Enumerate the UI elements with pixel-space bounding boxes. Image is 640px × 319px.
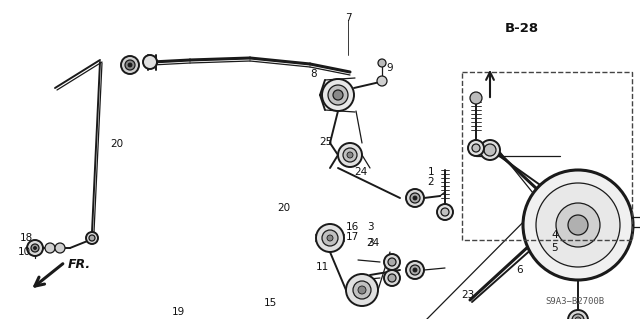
Text: 7: 7 — [345, 13, 351, 23]
Circle shape — [86, 232, 98, 244]
Text: 23: 23 — [461, 290, 475, 300]
Circle shape — [378, 59, 386, 67]
Circle shape — [333, 90, 343, 100]
Circle shape — [150, 60, 154, 64]
Circle shape — [384, 270, 400, 286]
Circle shape — [31, 244, 39, 252]
Circle shape — [45, 243, 55, 253]
Circle shape — [327, 235, 333, 241]
Circle shape — [388, 274, 396, 282]
Text: 3: 3 — [367, 238, 373, 248]
Text: 1: 1 — [428, 167, 435, 177]
Circle shape — [353, 281, 371, 299]
Circle shape — [556, 203, 600, 247]
Text: 19: 19 — [172, 307, 184, 317]
Text: 25: 25 — [319, 137, 333, 147]
Circle shape — [410, 265, 420, 275]
Circle shape — [322, 230, 338, 246]
Circle shape — [406, 189, 424, 207]
Circle shape — [441, 208, 449, 216]
Circle shape — [346, 274, 378, 306]
Text: 20: 20 — [111, 139, 124, 149]
Circle shape — [128, 63, 132, 67]
Circle shape — [55, 243, 65, 253]
Text: 24: 24 — [355, 167, 367, 177]
Circle shape — [125, 60, 135, 70]
Circle shape — [121, 56, 139, 74]
Text: 16: 16 — [346, 222, 358, 232]
Text: 10: 10 — [17, 247, 31, 257]
Circle shape — [388, 258, 396, 266]
Text: 20: 20 — [277, 203, 291, 213]
Circle shape — [480, 140, 500, 160]
Circle shape — [468, 140, 484, 156]
Circle shape — [413, 196, 417, 200]
Circle shape — [33, 247, 36, 249]
Circle shape — [413, 268, 417, 272]
Text: 9: 9 — [387, 63, 394, 73]
Circle shape — [484, 144, 496, 156]
Circle shape — [343, 148, 357, 162]
Circle shape — [472, 144, 480, 152]
Text: 24: 24 — [366, 238, 380, 248]
Circle shape — [89, 235, 95, 241]
Circle shape — [572, 314, 584, 319]
Circle shape — [316, 224, 344, 252]
Text: 3: 3 — [367, 222, 373, 232]
Circle shape — [536, 183, 620, 267]
Circle shape — [27, 240, 43, 256]
Circle shape — [575, 317, 581, 319]
Circle shape — [470, 92, 482, 104]
Circle shape — [322, 79, 354, 111]
Text: 5: 5 — [552, 243, 558, 253]
Text: 15: 15 — [264, 298, 276, 308]
Circle shape — [147, 57, 157, 67]
Text: FR.: FR. — [68, 258, 91, 271]
Text: B-28: B-28 — [505, 22, 539, 35]
Circle shape — [347, 152, 353, 158]
Text: 6: 6 — [516, 265, 524, 275]
Circle shape — [358, 286, 366, 294]
Text: 4: 4 — [552, 230, 558, 240]
Circle shape — [338, 143, 362, 167]
Text: 2: 2 — [428, 177, 435, 187]
Bar — [462, 72, 632, 240]
Text: 11: 11 — [316, 262, 328, 272]
Circle shape — [437, 204, 453, 220]
Text: 18: 18 — [19, 233, 33, 243]
Circle shape — [406, 261, 424, 279]
Circle shape — [410, 193, 420, 203]
Circle shape — [377, 76, 387, 86]
Circle shape — [328, 85, 348, 105]
Text: S9A3−B2700B: S9A3−B2700B — [545, 298, 605, 307]
Circle shape — [143, 55, 157, 69]
Circle shape — [523, 170, 633, 280]
Text: 17: 17 — [346, 232, 358, 242]
Circle shape — [568, 215, 588, 235]
Circle shape — [384, 254, 400, 270]
Circle shape — [568, 310, 588, 319]
Text: 8: 8 — [310, 69, 317, 79]
